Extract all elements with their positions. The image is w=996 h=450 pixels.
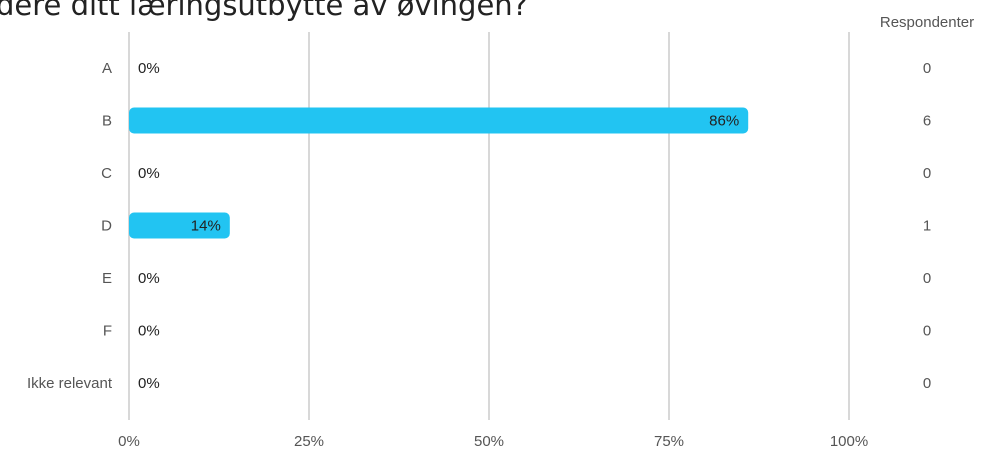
x-tick-label: 75% [654, 433, 684, 450]
data-label: 0% [138, 270, 160, 287]
data-label: 14% [191, 218, 221, 235]
respondent-count: 0 [923, 165, 931, 182]
respondent-count: 6 [923, 113, 931, 130]
bar [129, 107, 749, 134]
respondent-count: 0 [923, 375, 931, 392]
data-label: 0% [138, 165, 160, 182]
category-label: B [102, 113, 112, 130]
category-label: D [101, 218, 112, 235]
respondent-count: 0 [923, 323, 931, 340]
category-label: F [103, 323, 112, 340]
respondent-count: 0 [923, 60, 931, 77]
x-tick-label: 25% [294, 433, 324, 450]
data-label: 86% [709, 113, 739, 130]
data-label: 0% [138, 323, 160, 340]
category-label: C [101, 165, 112, 182]
chart-title: dere ditt læringsutbytte av øvingen? [0, 0, 529, 22]
category-label: A [102, 60, 112, 77]
respondent-count: 0 [923, 270, 931, 287]
data-label: 0% [138, 60, 160, 77]
bar [129, 212, 230, 239]
respondents-header: Respondenter [880, 14, 974, 31]
category-label: E [102, 270, 112, 287]
data-label: 0% [138, 375, 160, 392]
x-tick-label: 50% [474, 433, 504, 450]
x-tick-label: 0% [118, 433, 140, 450]
respondent-count: 1 [923, 218, 931, 235]
x-tick-label: 100% [830, 433, 868, 450]
category-label: Ikke relevant [27, 375, 113, 392]
